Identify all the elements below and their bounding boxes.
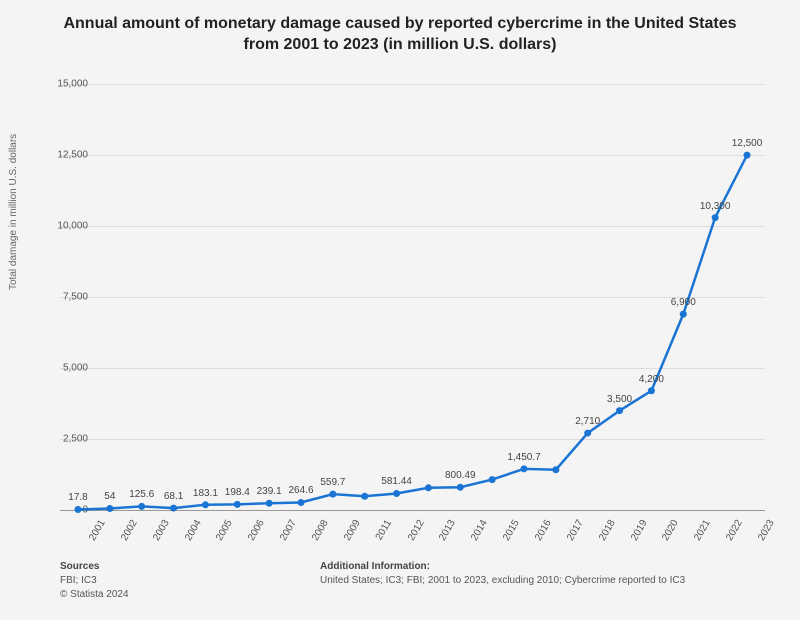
x-tick-label: 2009 [342,518,363,543]
data-label: 2,710 [575,416,600,427]
x-tick-label: 2004 [183,518,204,543]
data-point [138,503,145,510]
chart-container: Annual amount of monetary damage caused … [0,0,800,620]
data-label: 198.4 [225,487,250,498]
data-label: 54 [104,491,115,502]
data-label: 183.1 [193,488,218,499]
data-label: 17.8 [68,492,87,503]
series-line [78,155,747,509]
sources-line-1: FBI; IC3 [60,574,129,588]
x-tick-label: 2012 [406,518,427,543]
x-tick-label: 2006 [246,518,267,543]
x-tick-label: 2021 [692,518,713,543]
data-label: 125.6 [129,489,154,500]
data-label: 6,900 [671,297,696,308]
data-point [712,214,719,221]
data-point [329,491,336,498]
additional-info-block: Additional Information: United States; I… [320,560,685,588]
data-point [521,465,528,472]
data-label: 3,500 [607,394,632,405]
data-label: 239.1 [257,486,282,497]
x-tick-label: 2005 [215,518,236,543]
data-point [202,501,209,508]
x-tick-label: 2022 [724,518,745,543]
x-tick-label: 2003 [151,518,172,543]
x-tick-label: 2013 [438,518,459,543]
data-point [680,311,687,318]
additional-info-heading: Additional Information: [320,560,685,574]
x-tick-label: 2016 [533,518,554,543]
data-point [616,407,623,414]
data-point [425,484,432,491]
data-point [298,499,305,506]
data-label: 264.6 [288,485,313,496]
data-point [393,490,400,497]
data-point [552,466,559,473]
x-tick-label: 2002 [119,518,140,543]
data-label: 68.1 [164,491,183,502]
data-point [266,500,273,507]
x-tick-label: 2014 [469,518,490,543]
data-point [457,484,464,491]
data-point [744,152,751,159]
data-label: 1,450.7 [507,452,540,463]
x-tick-label: 2019 [629,518,650,543]
series-markers [75,152,751,513]
data-point [361,493,368,500]
y-axis-label: Total damage in million U.S. dollars [8,134,19,290]
x-tick-label: 2007 [278,518,299,543]
data-label: 4,200 [639,374,664,385]
x-tick-label: 2001 [87,518,108,543]
x-tick-label: 2008 [310,518,331,543]
x-tick-label: 2020 [661,518,682,543]
x-tick-label: 2015 [501,518,522,543]
additional-info-text: United States; IC3; FBI; 2001 to 2023, e… [320,574,685,588]
data-label: 12,500 [732,138,763,149]
x-tick-label: 2023 [756,518,777,543]
data-label: 10,300 [700,201,731,212]
sources-line-2: © Statista 2024 [60,588,129,602]
data-label: 559.7 [320,477,345,488]
sources-heading: Sources [60,560,129,574]
x-tick-label: 2017 [565,518,586,543]
data-point [75,506,82,513]
data-point [234,501,241,508]
data-point [584,430,591,437]
x-tick-label: 2018 [597,518,618,543]
chart-title: Annual amount of monetary damage caused … [0,0,800,62]
data-point [489,476,496,483]
sources-block: Sources FBI; IC3 © Statista 2024 [60,560,129,602]
data-point [648,387,655,394]
chart-plot [60,70,765,510]
data-point [106,505,113,512]
data-label: 800.49 [445,470,476,481]
x-tick-label: 2011 [373,518,393,542]
x-axis-line [60,510,765,511]
data-point [170,505,177,512]
data-label: 581.44 [381,476,412,487]
